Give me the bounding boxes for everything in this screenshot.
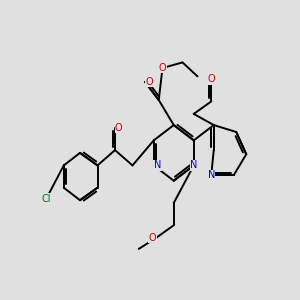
Text: N: N — [190, 160, 197, 170]
Text: O: O — [207, 74, 215, 84]
Text: N: N — [154, 160, 161, 170]
Text: O: O — [115, 123, 123, 133]
Text: O: O — [145, 77, 153, 87]
Text: Cl: Cl — [41, 194, 51, 204]
Text: N: N — [208, 170, 215, 180]
Text: O: O — [148, 233, 156, 243]
Text: O: O — [159, 63, 166, 73]
